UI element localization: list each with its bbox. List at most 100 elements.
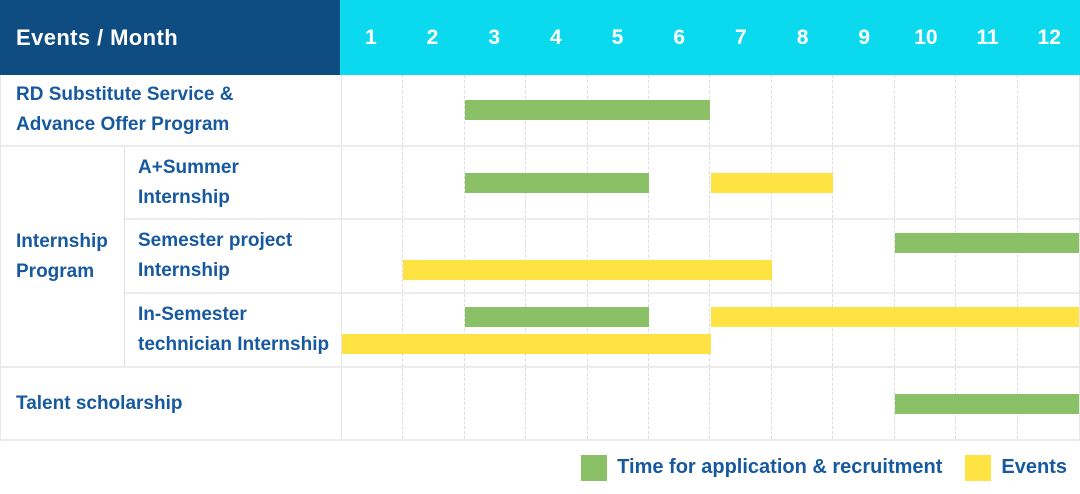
gantt-bar-green xyxy=(464,100,711,120)
month-gridline xyxy=(772,294,834,366)
chart-area-a-summer-internship xyxy=(341,147,1079,218)
month-label: 12 xyxy=(1037,25,1061,49)
table-body: RD Substitute Service & Advance Offer Pr… xyxy=(0,75,1080,441)
month-gridline xyxy=(403,147,465,218)
row-label-line: technician Internship xyxy=(138,334,330,355)
month-gridline xyxy=(833,75,895,145)
month-gridline xyxy=(772,75,834,145)
legend: Time for application & recruitment Event… xyxy=(0,441,1080,494)
legend-label-application-recruitment: Time for application & recruitment xyxy=(617,456,943,478)
month-gridline xyxy=(342,75,404,145)
month-gridline xyxy=(956,294,1018,366)
month-label: 5 xyxy=(611,25,624,49)
legend-label-events: Events xyxy=(1001,456,1067,478)
row-label-line: A+Summer xyxy=(138,156,239,178)
month-gridline xyxy=(342,294,404,366)
row-label-talent-scholarship: Talent scholarship xyxy=(1,368,341,439)
month-label: 9 xyxy=(858,25,871,49)
month-gridline xyxy=(649,147,711,218)
month-label: 11 xyxy=(976,25,999,49)
month-gridline xyxy=(1018,294,1079,366)
month-gridline xyxy=(526,368,588,439)
group-rows: A+Summer Internship Semester project Int… xyxy=(125,147,1079,366)
month-gridline xyxy=(711,294,772,366)
month-gridline xyxy=(833,147,895,218)
row-label-semester-project-internship: Semester project Internship xyxy=(125,220,341,292)
group-label-line: Internship xyxy=(16,230,108,252)
month-gridline xyxy=(649,368,711,439)
gantt-bar-green xyxy=(464,307,650,327)
month-gridline xyxy=(342,220,404,292)
month-gridline xyxy=(895,75,957,145)
month-label: 6 xyxy=(673,25,686,49)
month-gridline xyxy=(711,220,772,292)
gantt-bar-yellow xyxy=(403,260,772,280)
month-gridline xyxy=(711,368,772,439)
month-gridline xyxy=(956,147,1018,218)
table-header: Events / Month 1 2 3 4 5 6 7 8 9 10 11 12 xyxy=(0,0,1080,75)
gantt-bar-yellow xyxy=(710,307,1079,327)
month-gridline xyxy=(649,294,711,366)
month-gridline xyxy=(833,368,895,439)
chart-area-talent-scholarship xyxy=(341,368,1079,439)
row-semester-project-internship: Semester project Internship xyxy=(125,220,1079,294)
month-gridline xyxy=(895,147,957,218)
row-rd-substitute: RD Substitute Service & Advance Offer Pr… xyxy=(1,75,1079,147)
month-gridline xyxy=(588,220,650,292)
month-gridline xyxy=(649,220,711,292)
month-gridline xyxy=(465,220,527,292)
month-label: 1 xyxy=(364,25,377,49)
month-gridline xyxy=(833,294,895,366)
row-label-line: Internship xyxy=(138,186,230,208)
month-gridline xyxy=(895,220,957,292)
events-month-header-cell: Events / Month xyxy=(0,0,340,75)
month-gridline xyxy=(465,294,527,366)
month-gridline xyxy=(711,75,772,145)
month-gridline xyxy=(588,368,650,439)
row-in-semester-technician-internship: In-Semester technician Internship xyxy=(125,294,1079,366)
month-label: 3 xyxy=(488,25,501,49)
month-gridline xyxy=(772,368,834,439)
chart-area-semester-project-internship xyxy=(341,220,1079,292)
month-gridline xyxy=(342,368,404,439)
month-gridline xyxy=(342,147,404,218)
gantt-bar-yellow xyxy=(342,334,711,354)
month-gridline xyxy=(1018,147,1079,218)
month-gridline xyxy=(403,220,465,292)
month-label: 7 xyxy=(735,25,747,49)
legend-swatch-application-recruitment xyxy=(581,454,608,481)
month-gridline xyxy=(1018,75,1079,145)
row-label-line: RD Substitute Service & xyxy=(16,84,234,105)
gantt-bar-green xyxy=(464,172,650,193)
gantt-bar-green xyxy=(894,393,1079,414)
month-gridline xyxy=(1018,220,1079,292)
row-a-summer-internship: A+Summer Internship xyxy=(125,147,1079,220)
events-month-title: Events / Month xyxy=(16,24,179,50)
month-gridline xyxy=(588,294,650,366)
chart-area-in-semester-technician-internship xyxy=(341,294,1079,366)
row-label-line: In-Semester xyxy=(138,304,247,325)
gantt-bar-green xyxy=(894,233,1079,253)
group-internship-program: Internship Program A+Summer Internship S… xyxy=(1,147,1079,368)
month-header-row: 1 2 3 4 5 6 7 8 9 10 11 12 xyxy=(340,0,1080,75)
month-gridline xyxy=(403,294,465,366)
chart-area-rd-substitute xyxy=(341,75,1079,145)
month-gridline xyxy=(956,75,1018,145)
legend-swatch-events xyxy=(965,454,992,481)
month-gridline xyxy=(956,220,1018,292)
month-gridline xyxy=(833,220,895,292)
row-label-line: Talent scholarship xyxy=(16,392,183,414)
month-gridline xyxy=(465,368,527,439)
month-gridline xyxy=(403,75,465,145)
month-label: 10 xyxy=(914,25,938,49)
group-label-internship-program: Internship Program xyxy=(1,147,125,366)
month-gridline xyxy=(526,220,588,292)
group-label-line: Program xyxy=(16,260,95,282)
row-label-line: Internship xyxy=(138,260,230,281)
month-label: 8 xyxy=(796,25,809,49)
row-label-a-summer-internship: A+Summer Internship xyxy=(125,147,341,218)
month-gridline xyxy=(772,220,834,292)
row-label-in-semester-technician-internship: In-Semester technician Internship xyxy=(125,294,341,366)
month-label: 2 xyxy=(426,25,439,49)
month-gridline xyxy=(895,294,957,366)
